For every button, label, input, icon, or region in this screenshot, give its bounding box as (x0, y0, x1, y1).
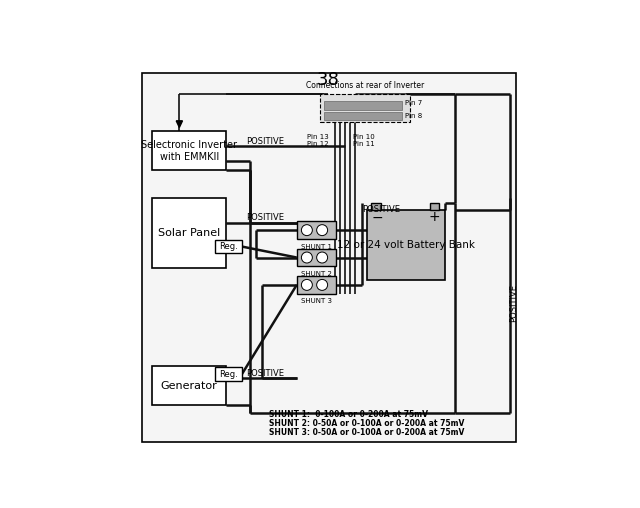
Text: +: + (429, 210, 440, 225)
Bar (297, 276, 336, 294)
Bar (371, 203, 381, 210)
Circle shape (301, 252, 312, 263)
Text: Pin 7: Pin 7 (406, 100, 422, 106)
Text: POSITIVE: POSITIVE (362, 205, 401, 214)
Text: SHUNT 2: 0-50A or 0-100A or 0-200A at 75mV: SHUNT 2: 0-50A or 0-100A or 0-200A at 75… (269, 420, 465, 428)
Text: POSITIVE: POSITIVE (509, 284, 518, 323)
Bar (297, 221, 336, 239)
Circle shape (301, 279, 312, 291)
Text: Connections at rear of Inverter: Connections at rear of Inverter (306, 80, 424, 89)
Text: SHUNT 1:  0-100A or 0-200A at 75mV: SHUNT 1: 0-100A or 0-200A at 75mV (269, 410, 428, 420)
Text: POSITIVE: POSITIVE (246, 213, 284, 223)
Text: −: − (371, 210, 383, 225)
Text: Reg.: Reg. (219, 242, 237, 251)
Bar (429, 203, 440, 210)
Text: Reg.: Reg. (219, 370, 237, 378)
Text: POSITIVE: POSITIVE (246, 369, 284, 377)
Bar (214, 367, 242, 381)
Bar (152, 198, 227, 268)
Bar (367, 210, 445, 280)
Bar (152, 132, 227, 171)
Text: Pin 12: Pin 12 (307, 141, 329, 147)
Text: SHUNT 3: SHUNT 3 (301, 298, 332, 304)
Circle shape (317, 252, 328, 263)
Text: Solar Panel: Solar Panel (158, 228, 220, 238)
Circle shape (317, 225, 328, 236)
Bar (214, 240, 242, 253)
Text: Pin 13: Pin 13 (307, 134, 329, 140)
Bar (297, 249, 336, 266)
Text: SHUNT 3: 0-50A or 0-100A or 0-200A at 75mV: SHUNT 3: 0-50A or 0-100A or 0-200A at 75… (269, 428, 465, 437)
Text: Generator: Generator (161, 380, 218, 391)
Circle shape (317, 279, 328, 291)
Text: Pin 11: Pin 11 (353, 141, 374, 147)
Text: SHUNT 1: SHUNT 1 (301, 244, 332, 249)
Bar (324, 101, 403, 110)
Text: SHUNT 2: SHUNT 2 (301, 271, 332, 277)
Polygon shape (176, 121, 182, 128)
Bar (320, 94, 410, 121)
Bar (152, 366, 227, 405)
Text: 12 or 24 volt Battery Bank: 12 or 24 volt Battery Bank (337, 240, 476, 250)
Text: 38: 38 (317, 71, 339, 89)
Text: Selectronic Inverter
with EMMKII: Selectronic Inverter with EMMKII (141, 140, 237, 162)
Text: Pin 8: Pin 8 (406, 113, 422, 119)
Text: POSITIVE: POSITIVE (246, 137, 284, 146)
Circle shape (301, 225, 312, 236)
Text: Pin 10: Pin 10 (353, 134, 374, 140)
Bar (324, 112, 403, 120)
